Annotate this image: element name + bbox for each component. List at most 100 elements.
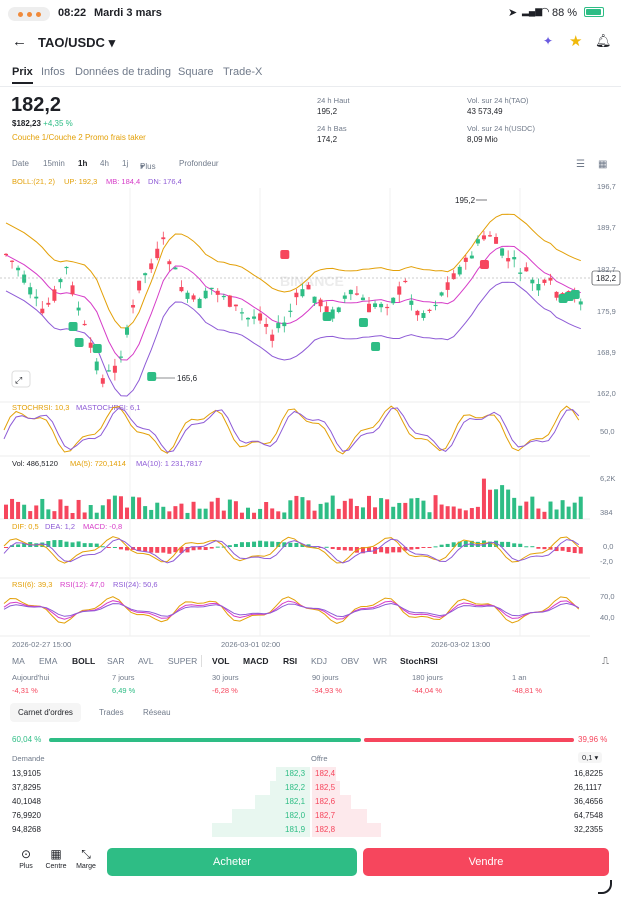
macd-bar [391,547,396,553]
candle-body [143,273,148,276]
candle-body [100,378,105,384]
volume-bar [94,512,99,519]
sell-marker [479,260,489,269]
volume-bar [82,512,87,519]
tab-prix[interactable]: Prix [12,66,33,84]
ind-rsi[interactable]: RSI [283,656,298,666]
tab-trading-data[interactable]: Données de trading [75,66,172,78]
ind-ma[interactable]: MA [12,656,25,666]
wifi-icon: ◠ [540,6,550,18]
pair-name: TAO/USDC [38,35,105,50]
tab-trade-x[interactable]: Trade-X [223,66,263,78]
ind-macd[interactable]: MACD [243,656,269,666]
ind-avl[interactable]: AVL [138,656,154,666]
tags[interactable]: Couche 1/Couche 2 Promo frais taker [12,133,146,142]
margin-button[interactable]: ⤡ Marge [71,847,101,870]
orderbook-row[interactable]: 94,8268 181,9 182,8 32,2355 [0,823,621,838]
mastochrsi-label: MASTOCHRSI: 6,1 [76,403,140,412]
tf-4h[interactable]: 4h [100,159,109,168]
x-tick: 2026-03-02 13:00 [431,640,490,649]
bell-icon[interactable]: 🔔︎ [595,33,612,48]
ind-obv[interactable]: OBV [341,656,359,666]
tab-network[interactable]: Réseau [143,708,171,717]
high-label: 24 h Haut [317,96,350,105]
buy-marker [570,290,580,299]
expand-chart-button[interactable] [11,370,31,388]
tick-size-select[interactable]: 0,1 ▾ [578,752,603,763]
tf-date[interactable]: Date [12,159,29,168]
volume-bar [149,509,154,519]
resize-handle[interactable] [598,880,612,894]
volume-bar [379,498,384,519]
ind-sar[interactable]: SAR [107,656,125,666]
candle-body [427,309,432,311]
candle-body [70,285,75,295]
kline-chart[interactable]: BOLL:(21, 2) UP: 192,3 MB: 184,4 DN: 176… [0,174,621,652]
header: ← TAO/USDC ▾ ✦ ★ 🔔︎ [0,28,621,58]
candle-body [149,263,154,270]
perf-7d: 7 jours 6,49 % [112,673,135,695]
window-controls[interactable] [8,7,50,21]
tab-trades[interactable]: Trades [99,708,124,717]
candle-body [554,291,559,298]
perf-label: 1 an [512,673,527,682]
macd-bar [252,541,257,547]
volume-bar [421,500,426,519]
star-icon[interactable]: ★ [569,33,583,50]
candle-body [270,334,275,341]
macd-bar [560,547,565,551]
volume-bar [324,502,329,519]
buy-button[interactable]: Acheter [107,848,357,876]
candle-body [239,312,244,314]
ind-super[interactable]: SUPER [168,656,198,666]
pair-selector[interactable]: TAO/USDC ▾ [38,35,115,51]
tab-infos[interactable]: Infos [41,66,65,78]
candle-body [306,284,311,290]
tab-square[interactable]: Square [178,66,214,78]
layout-grid-icon[interactable]: ▦ [598,159,608,170]
ai-sparkle-icon[interactable]: ✦ [543,34,554,48]
candle-body [330,309,335,319]
more-button[interactable]: ⊙ Plus [11,847,41,870]
ind-ema[interactable]: EMA [39,656,58,666]
volume-bar [409,498,414,519]
ind-wr[interactable]: WR [373,656,388,666]
candle-body [52,289,57,301]
volume-bar [494,489,499,519]
center-button[interactable]: ▦ Centre [41,847,71,870]
volume-bar [155,502,160,519]
perf-value: -4,31 % [12,686,38,695]
volume-bar [354,506,359,519]
tf-depth[interactable]: Profondeur [179,159,219,168]
candle-body [300,289,305,297]
stochrsi-lines [3,405,580,455]
ask-qty: 36,4656 [574,797,603,806]
macd-bar [512,543,517,547]
back-arrow-icon[interactable]: ← [12,33,27,50]
macd-bar [246,542,250,547]
candle-body [209,287,214,290]
sell-marker [280,250,290,259]
candle-body [197,298,202,309]
rsi24-line [3,602,580,618]
macd-bar [536,547,541,549]
orderbook-row[interactable]: 40,1048 182,1 182,6 36,4656 [0,795,621,810]
orderbook-row[interactable]: 76,9920 182,0 182,7 64,7548 [0,809,621,824]
macd-bar [40,542,45,547]
chart-settings-icon[interactable]: ☰ [576,159,585,170]
ind-boll[interactable]: BOLL [72,656,96,666]
chart-grid [0,188,590,637]
ind-vol[interactable]: VOL [212,656,230,666]
ind-kdj[interactable]: KDJ [311,656,328,666]
tab-orderbook[interactable]: Carnet d'ordres [10,703,81,722]
orderbook-row[interactable]: 13,9105 182,3 182,4 16,8225 [0,767,621,782]
tf-1j[interactable]: 1j [122,159,129,168]
orderbook-row[interactable]: 37,8295 182,2 182,5 26,1117 [0,781,621,796]
tf-1h[interactable]: 1h [78,159,88,168]
tf-15min[interactable]: 15min [43,159,65,168]
indicator-settings-icon[interactable]: ⎍ [602,656,609,667]
ind-stochrsi[interactable]: StochRSI [400,656,438,666]
volume-bar [385,499,390,519]
sell-button[interactable]: Vendre [363,848,609,876]
volume-bar [288,500,293,519]
